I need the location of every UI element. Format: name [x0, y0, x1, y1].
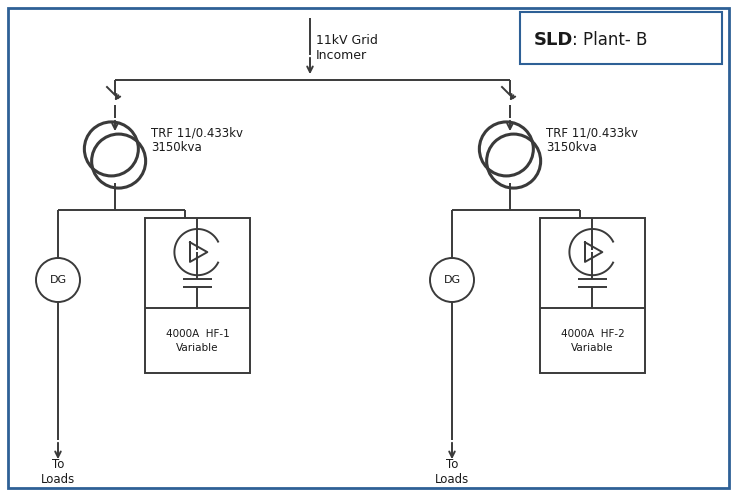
Text: Variable: Variable — [571, 343, 614, 354]
Text: 4000A  HF-2: 4000A HF-2 — [561, 329, 624, 339]
Text: SLD: SLD — [534, 31, 573, 49]
Bar — [540, 218, 645, 373]
Text: : Plant- B: : Plant- B — [572, 31, 647, 49]
Text: DG: DG — [49, 275, 66, 285]
Text: DG: DG — [444, 275, 461, 285]
Text: To
Loads: To Loads — [41, 458, 75, 486]
Text: To
Loads: To Loads — [435, 458, 469, 486]
Bar — [520, 12, 722, 64]
Bar — [145, 218, 250, 373]
Text: 4000A  HF-1: 4000A HF-1 — [166, 329, 229, 339]
Text: Variable: Variable — [176, 343, 219, 354]
Text: TRF 11/0.433kv
3150kva: TRF 11/0.433kv 3150kva — [151, 126, 243, 154]
Text: TRF 11/0.433kv
3150kva: TRF 11/0.433kv 3150kva — [546, 126, 638, 154]
Text: 11kV Grid
Incomer: 11kV Grid Incomer — [316, 34, 378, 62]
